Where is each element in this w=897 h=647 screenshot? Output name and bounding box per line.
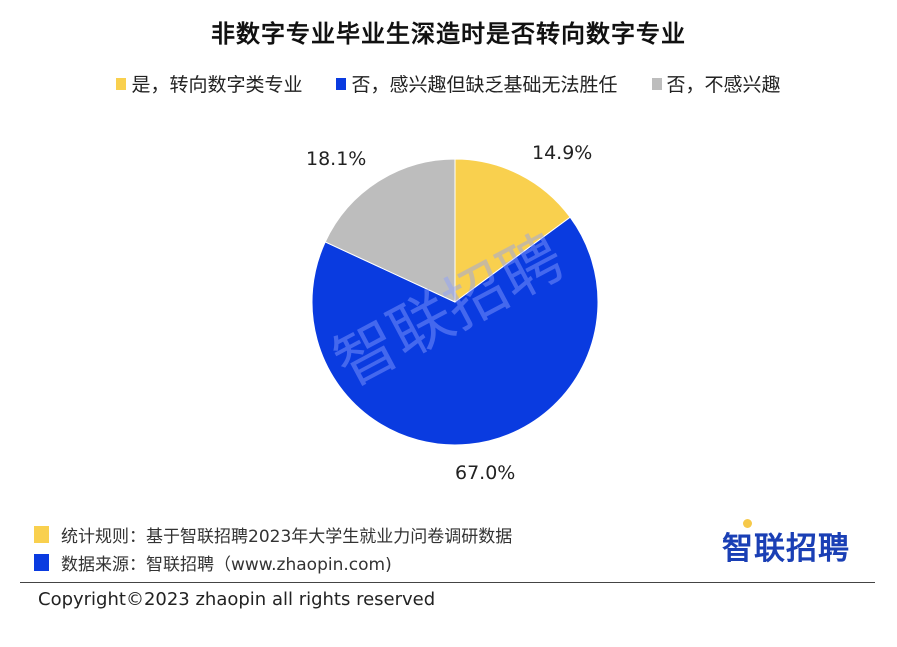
- pie-slice: [311, 216, 599, 446]
- legend-label: 是，转向数字类专业: [131, 74, 303, 96]
- footer-source-text: 数据来源：智联招聘（www.zhaopin.com): [61, 555, 392, 575]
- legend-label: 否，感兴趣但缺乏基础无法胜任: [351, 74, 618, 96]
- pie-slice: [324, 158, 456, 303]
- legend-item-yes: 是，转向数字类专业: [116, 70, 302, 97]
- legend-item-no-interest: 否，不感兴趣: [651, 70, 781, 97]
- pie-label-yes: 14.9%: [532, 142, 593, 164]
- footer-swatch-blue: [34, 554, 49, 571]
- pie-slice: [454, 158, 571, 303]
- pie-label-no-lack-foundation: 67.0%: [455, 462, 516, 484]
- legend-swatch-yellow: [116, 77, 127, 90]
- legend: 是，转向数字类专业 否，感兴趣但缺乏基础无法胜任 否，不感兴趣: [0, 70, 897, 97]
- pie-svg: 智联招聘: [311, 158, 599, 446]
- legend-swatch-blue: [336, 77, 347, 90]
- divider: [20, 582, 875, 583]
- pie-label-no-interest: 18.1%: [306, 148, 367, 170]
- copyright: Copyright©2023 zhaopin all rights reserv…: [38, 589, 436, 610]
- footer-rule-text: 统计规则：基于智联招聘2023年大学生就业力问卷调研数据: [61, 527, 513, 547]
- legend-label: 否，不感兴趣: [666, 74, 781, 96]
- footer-source: 数据来源：智联招聘（www.zhaopin.com): [34, 550, 392, 575]
- legend-swatch-gray: [651, 77, 662, 90]
- footer-swatch-yellow: [34, 526, 49, 543]
- brand-logo: 智联招聘: [722, 531, 850, 567]
- chart-title: 非数字专业毕业生深造时是否转向数字专业: [211, 20, 686, 48]
- pie-chart: 智联招聘: [311, 158, 599, 446]
- brand-logo-dot-icon: [743, 519, 752, 528]
- legend-item-no-lack-foundation: 否，感兴趣但缺乏基础无法胜任: [336, 70, 618, 97]
- footer-rule: 统计规则：基于智联招聘2023年大学生就业力问卷调研数据: [34, 522, 512, 547]
